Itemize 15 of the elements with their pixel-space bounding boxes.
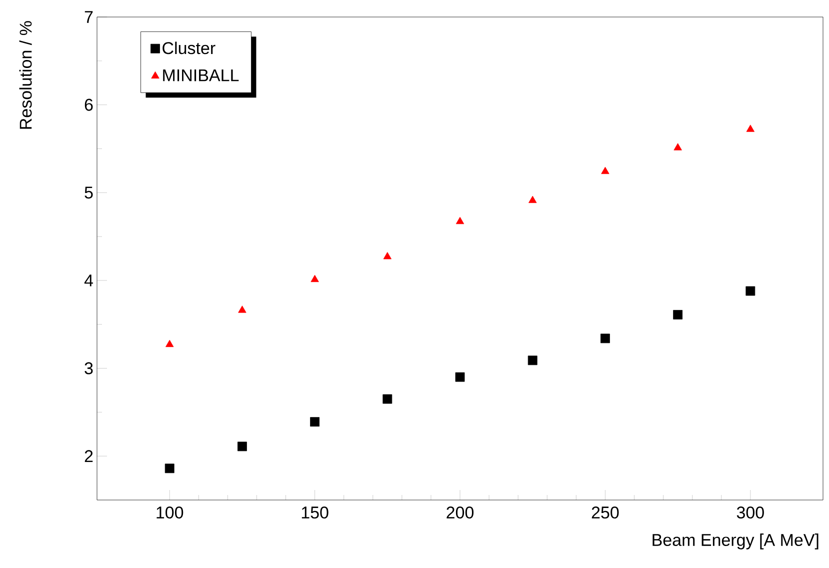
x-axis-title: Beam Energy [A MeV] (652, 534, 818, 550)
y-axis-title: Resolution / % (19, 21, 32, 129)
y-tick-label: 3 (84, 362, 93, 374)
x-tick-label: 200 (446, 506, 474, 519)
legend-label: MINIBALL (163, 69, 239, 82)
y-tick-label: 4 (84, 274, 93, 286)
x-tick-label: 250 (592, 506, 619, 519)
y-tick-label: 5 (84, 186, 93, 199)
y-tick-label: 7 (84, 11, 93, 23)
y-tick-label: 2 (84, 450, 93, 462)
legend-label: Cluster (162, 42, 216, 54)
x-tick-label: 300 (736, 506, 764, 519)
x-tick-label: 100 (156, 506, 184, 519)
y-tick-label: 6 (84, 98, 93, 111)
x-tick-label: 150 (302, 506, 328, 519)
